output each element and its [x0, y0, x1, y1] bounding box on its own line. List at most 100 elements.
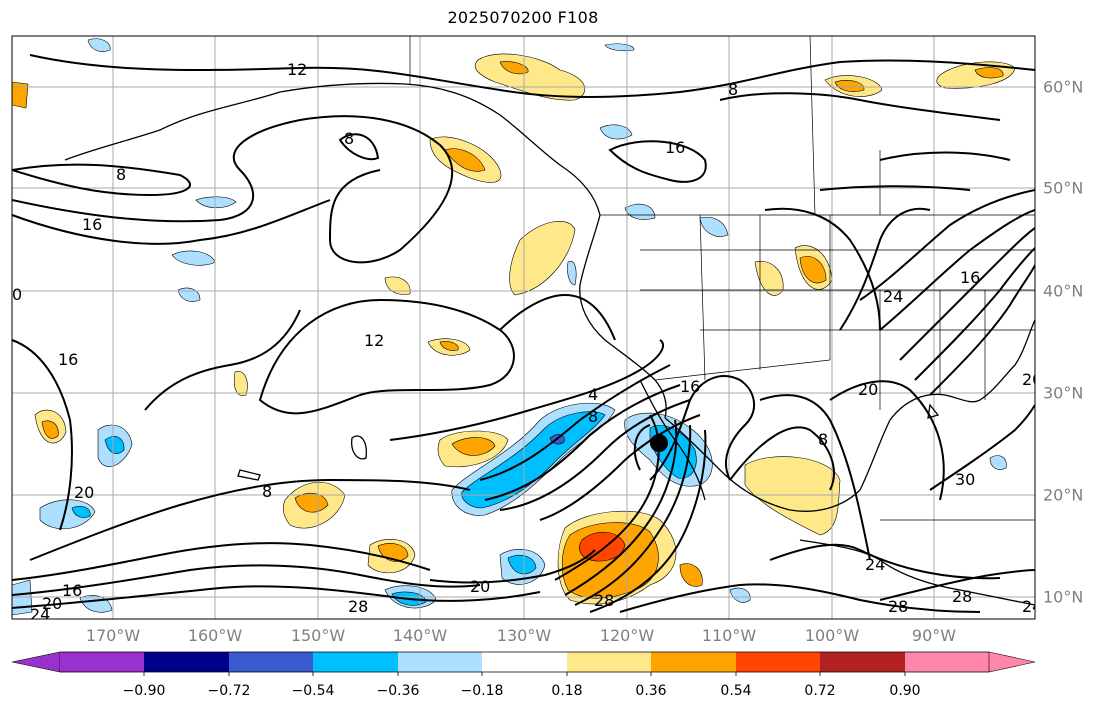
- contour-label: 16: [960, 268, 980, 287]
- shading-patch: [294, 492, 329, 513]
- contour-label: 16: [62, 581, 82, 600]
- colorbar-tick-label: −0.54: [291, 683, 335, 699]
- colorbar-tick-label: 0.36: [635, 683, 667, 699]
- contour-label: 16: [665, 138, 685, 157]
- storm-center-marker: [650, 434, 668, 452]
- colorbar-tick-label: 0.54: [720, 683, 752, 699]
- contour-label: 4: [588, 385, 598, 404]
- contour-label: 20: [74, 483, 94, 502]
- contour-label: 24: [865, 555, 885, 574]
- contour-label: 8: [818, 430, 828, 449]
- graticule: [12, 36, 1035, 619]
- shading-patch: [439, 341, 459, 351]
- contour-label: 28: [888, 597, 908, 616]
- contour-labels: 12 8 8 16 16 0 16 12 16 24 16 8 4 8 20 8…: [12, 60, 1042, 624]
- contour-label: 20: [1022, 370, 1042, 389]
- contour-label: 8: [728, 80, 738, 99]
- colorbar-tick-label: −0.36: [376, 683, 420, 699]
- shading-patch: [989, 455, 1007, 470]
- contour-label: 28: [348, 597, 368, 616]
- shading-patch: [799, 256, 827, 284]
- lon-label: 170°W: [85, 626, 141, 645]
- lat-label: 30°N: [1043, 383, 1084, 403]
- colorbar-tick-label: −0.72: [207, 683, 251, 699]
- colorbar-extend-high: [988, 651, 1036, 673]
- colorbar-segment: [60, 652, 144, 672]
- shading-patch: [71, 506, 91, 518]
- colorbar-segment: [398, 652, 482, 672]
- contour-label: 12: [364, 331, 384, 350]
- contour-label: 8: [262, 482, 272, 501]
- lat-label: 10°N: [1043, 587, 1084, 607]
- contour-label: 16: [82, 215, 102, 234]
- shading-patch: [509, 221, 576, 296]
- shading-patch: [195, 196, 237, 209]
- colorbar-segment: [229, 652, 313, 672]
- contour-label: 8: [344, 129, 354, 148]
- shading-patch: [12, 81, 29, 109]
- shading-patch: [499, 61, 529, 75]
- lon-label: 110°W: [701, 626, 757, 645]
- contour-label: 28: [594, 591, 614, 610]
- contour-label: 8: [116, 165, 126, 184]
- contour-label: 20: [42, 594, 62, 613]
- colorbar-segment: [736, 652, 820, 672]
- colorbar-segment: [651, 652, 736, 672]
- colorbar-tick-label: 0.18: [551, 683, 583, 699]
- contour-label: 24: [1022, 597, 1042, 616]
- contour-label: 24: [30, 605, 50, 624]
- colorbar-tick-label: 0.72: [804, 683, 836, 699]
- colorbar-segment: [313, 652, 398, 672]
- contour-lines: [12, 54, 1035, 613]
- map-area: 12 8 8 16 16 0 16 12 16 24 16 8 4 8 20 8…: [12, 36, 1042, 624]
- shading-patch: [974, 67, 1004, 79]
- lat-label: 60°N: [1043, 77, 1084, 97]
- colorbar: [11, 651, 1036, 676]
- shading-patch: [384, 276, 411, 295]
- shading-patch: [444, 148, 486, 172]
- shading-patch: [87, 38, 111, 52]
- colorbar-segment: [820, 652, 905, 672]
- contour-label: 20: [470, 577, 490, 596]
- shading-patch: [679, 563, 703, 587]
- shading-patch: [567, 260, 577, 286]
- colorbar-segment: [567, 652, 651, 672]
- lon-label: 130°W: [496, 626, 552, 645]
- lon-label: 100°W: [804, 626, 860, 645]
- contour-label: 8: [588, 407, 598, 426]
- colorbar-tick-label: −0.90: [122, 683, 166, 699]
- lon-label: 150°W: [290, 626, 346, 645]
- shading-patch: [233, 371, 248, 396]
- lat-label: 40°N: [1043, 281, 1084, 301]
- contour-label: 20: [858, 380, 878, 399]
- map-frame: [11, 35, 1036, 620]
- colorbar-segment: [905, 652, 989, 672]
- shading-patch: [599, 124, 633, 140]
- colorbar-tick-label: 0.90: [889, 683, 921, 699]
- shading-patch: [507, 555, 537, 575]
- shading-patch: [699, 216, 729, 237]
- coastlines: [64, 82, 1035, 606]
- shading-patch: [451, 437, 496, 456]
- lon-label: 90°W: [911, 626, 957, 645]
- colorbar-segment: [144, 652, 229, 672]
- lat-label: 20°N: [1043, 485, 1084, 505]
- contour-label: 16: [680, 377, 700, 396]
- shading-patch: [834, 80, 865, 92]
- colorbar-segment: [482, 652, 567, 672]
- lon-label: 160°W: [187, 626, 243, 645]
- contour-label: 30: [955, 470, 975, 489]
- contour-label: 28: [952, 587, 972, 606]
- colorbar-extend-low: [11, 651, 61, 673]
- lon-label: 120°W: [599, 626, 655, 645]
- contour-label: 0: [12, 285, 22, 304]
- shading-patch: [41, 420, 59, 439]
- lat-label: 50°N: [1043, 178, 1084, 198]
- contour-label: 12: [287, 60, 307, 79]
- map-title: 2025070200 F108: [447, 8, 599, 27]
- contour-label: 16: [58, 350, 78, 369]
- colorbar-tick-label: −0.18: [460, 683, 504, 699]
- shading-patch: [744, 456, 841, 536]
- lon-label: 140°W: [392, 626, 448, 645]
